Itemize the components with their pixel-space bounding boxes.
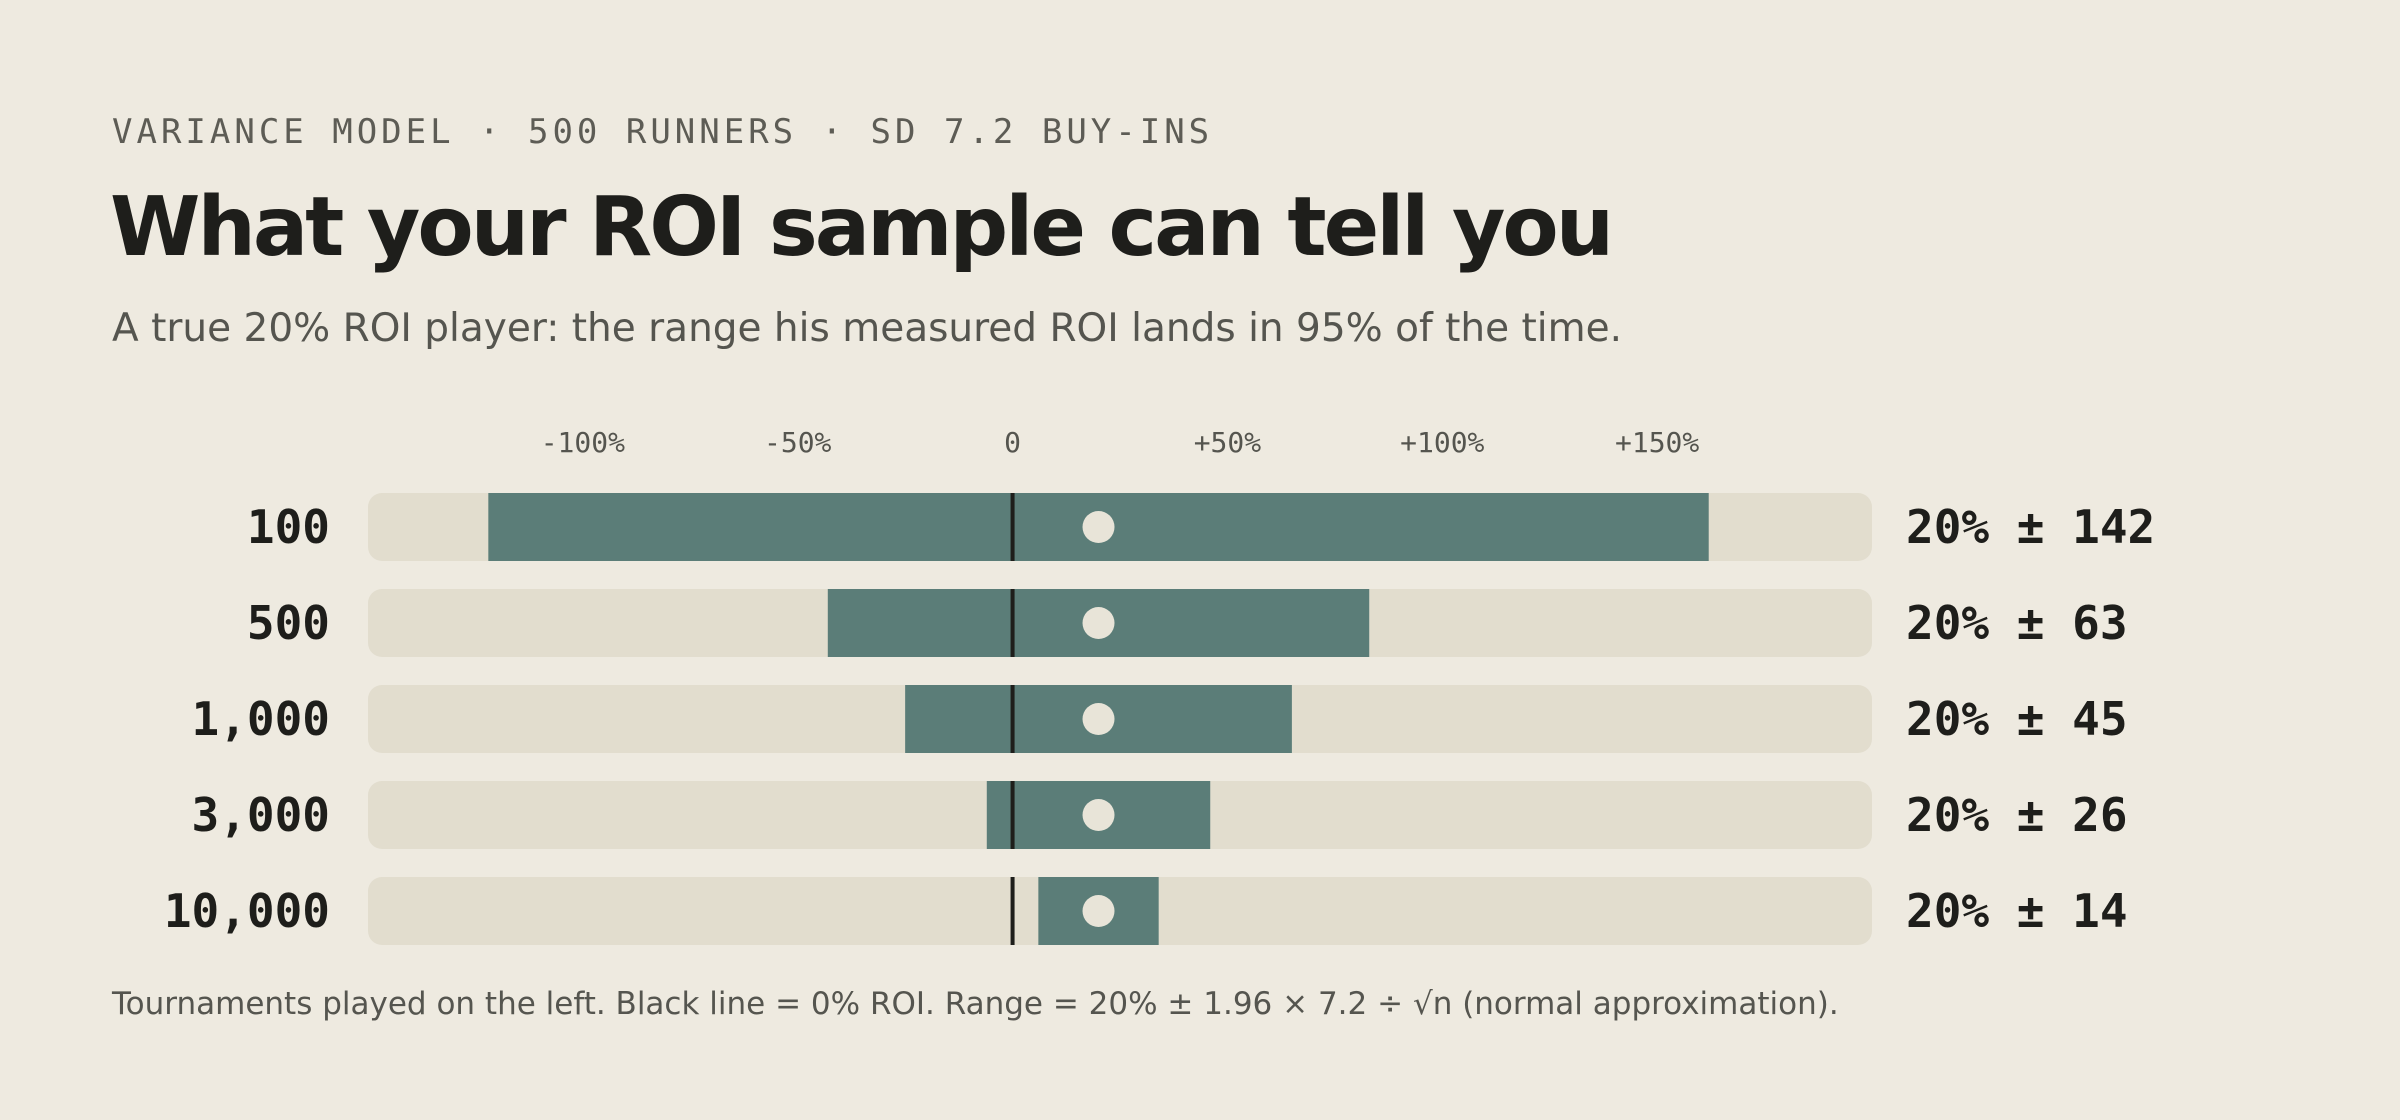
true-roi-marker bbox=[1082, 703, 1115, 735]
chart-footnote: Tournaments played on the left. Black li… bbox=[112, 986, 1839, 1022]
ci-value-label: 20% ± 63 bbox=[1906, 596, 2128, 650]
zero-roi-line bbox=[1010, 493, 1015, 561]
true-roi-marker bbox=[1082, 895, 1115, 927]
ci-value-label: 20% ± 45 bbox=[1906, 692, 2128, 746]
x-tick-label: +50% bbox=[1194, 426, 1262, 459]
ci-value-label: 20% ± 26 bbox=[1906, 788, 2128, 842]
x-tick-label: +150% bbox=[1615, 426, 1699, 459]
row-label-tournaments: 1,000 bbox=[192, 692, 330, 746]
chart-subtitle: A true 20% ROI player: the range his mea… bbox=[112, 306, 1622, 351]
chart-eyebrow: VARIANCE MODEL · 500 RUNNERS · SD 7.2 BU… bbox=[112, 112, 1214, 152]
chart-title: What your ROI sample can tell you bbox=[110, 180, 1614, 275]
zero-roi-line bbox=[1010, 685, 1015, 753]
row-label-tournaments: 500 bbox=[247, 596, 330, 650]
true-roi-marker bbox=[1082, 607, 1115, 639]
row-label-tournaments: 10,000 bbox=[164, 884, 330, 938]
true-roi-marker bbox=[1082, 511, 1115, 543]
ci-value-label: 20% ± 14 bbox=[1906, 884, 2128, 938]
ci-value-label: 20% ± 142 bbox=[1906, 500, 2155, 554]
zero-roi-line bbox=[1010, 589, 1015, 657]
true-roi-marker bbox=[1082, 799, 1115, 831]
zero-roi-line bbox=[1010, 781, 1015, 849]
x-tick-label: +100% bbox=[1400, 426, 1484, 459]
x-tick-label: -100% bbox=[541, 426, 625, 459]
row-label-tournaments: 100 bbox=[247, 500, 330, 554]
x-tick-label: 0 bbox=[1004, 426, 1021, 459]
x-tick-label: -50% bbox=[764, 426, 832, 459]
zero-roi-line bbox=[1010, 877, 1015, 945]
row-label-tournaments: 3,000 bbox=[192, 788, 330, 842]
